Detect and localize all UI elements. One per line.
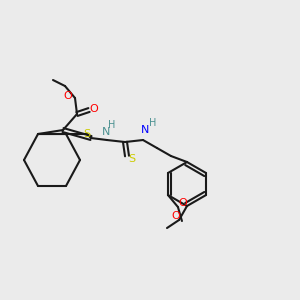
Text: H: H bbox=[149, 118, 157, 128]
Text: O: O bbox=[90, 104, 98, 114]
Text: S: S bbox=[83, 129, 91, 139]
Text: O: O bbox=[178, 198, 187, 208]
Text: O: O bbox=[64, 91, 72, 101]
Text: O: O bbox=[172, 211, 180, 221]
Text: S: S bbox=[128, 154, 136, 164]
Text: N: N bbox=[141, 125, 149, 135]
Text: N: N bbox=[102, 127, 110, 137]
Text: H: H bbox=[108, 120, 116, 130]
